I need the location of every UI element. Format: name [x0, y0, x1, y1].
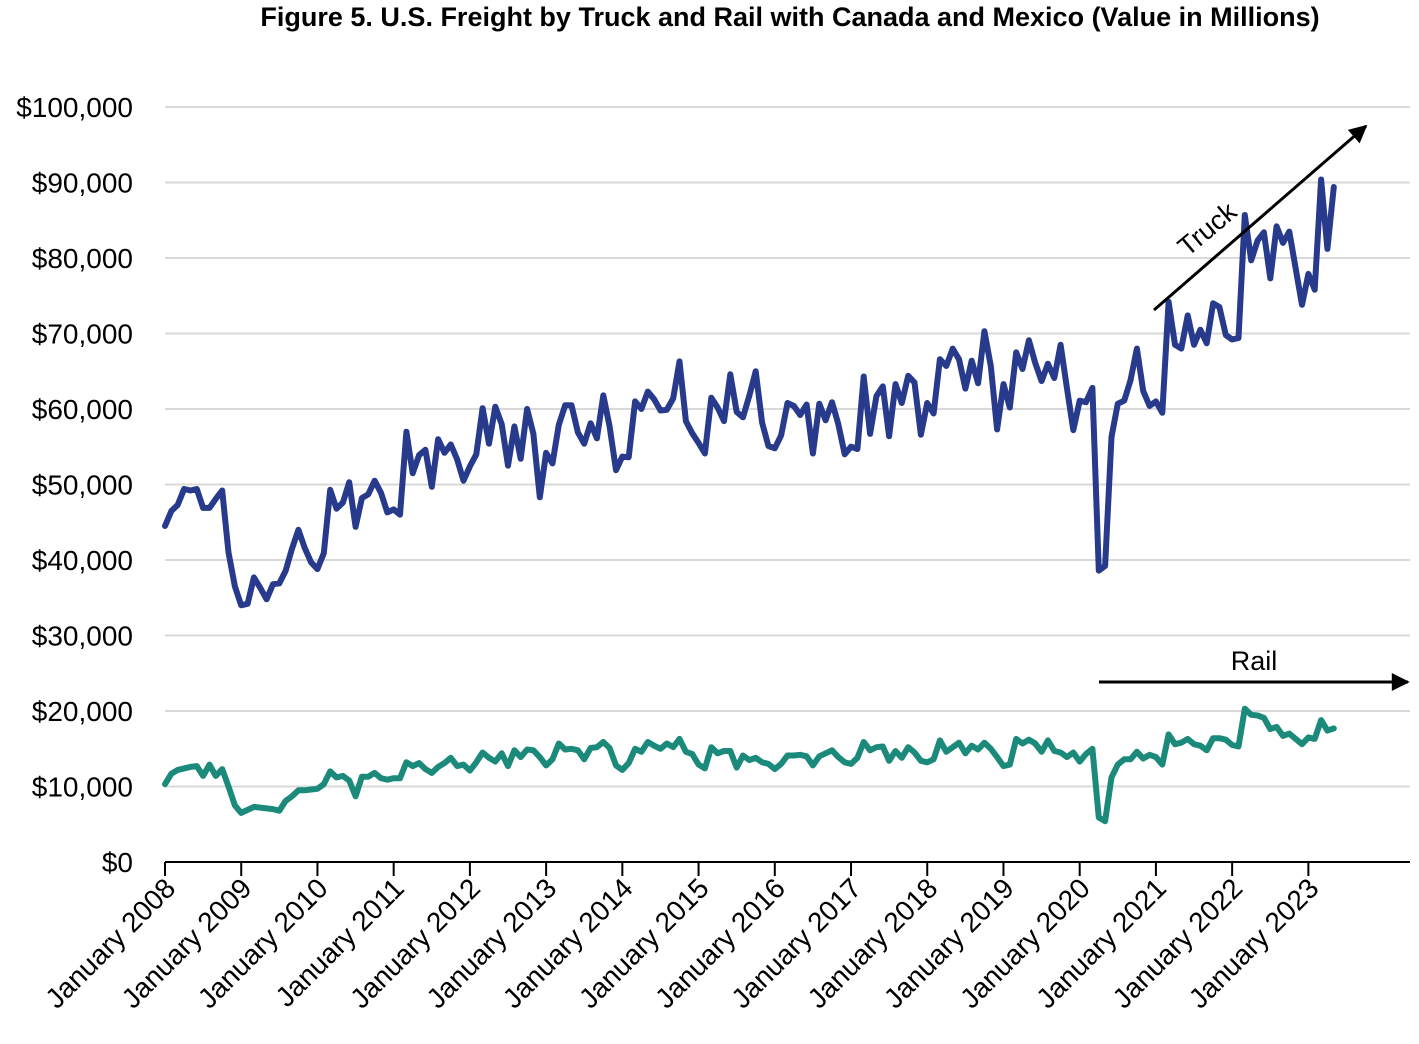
y-tick-label: $50,000 — [32, 470, 133, 501]
y-tick-label: $0 — [102, 847, 133, 878]
series-line-truck — [162, 176, 1337, 609]
truck-trend-arrow — [1153, 124, 1368, 312]
rail-annotation-label: Rail — [1231, 646, 1278, 676]
y-tick-label: $10,000 — [32, 772, 133, 803]
annotations: Truck Rail — [1099, 124, 1410, 691]
y-tick-label: $60,000 — [32, 394, 133, 425]
y-tick-label: $70,000 — [32, 319, 133, 350]
truck-annotation-label: Truck — [1172, 196, 1243, 262]
x-tick-label: January 2008 — [39, 872, 181, 1014]
x-axis — [164, 861, 1410, 876]
series-line-rail — [162, 705, 1337, 825]
y-tick-label: $20,000 — [32, 696, 133, 727]
y-axis-tick-labels: $0 $10,000 $20,000 $30,000 $40,000 $50,000 $60… — [16, 92, 133, 878]
y-tick-label: $80,000 — [32, 243, 133, 274]
series-lines — [162, 176, 1337, 825]
y-tick-label: $90,000 — [32, 168, 133, 199]
y-tick-label: $40,000 — [32, 545, 133, 576]
chart-title: Figure 5. U.S. Freight by Truck and Rail… — [260, 2, 1320, 32]
y-tick-label: $30,000 — [32, 621, 133, 652]
y-tick-label: $100,000 — [16, 92, 133, 123]
